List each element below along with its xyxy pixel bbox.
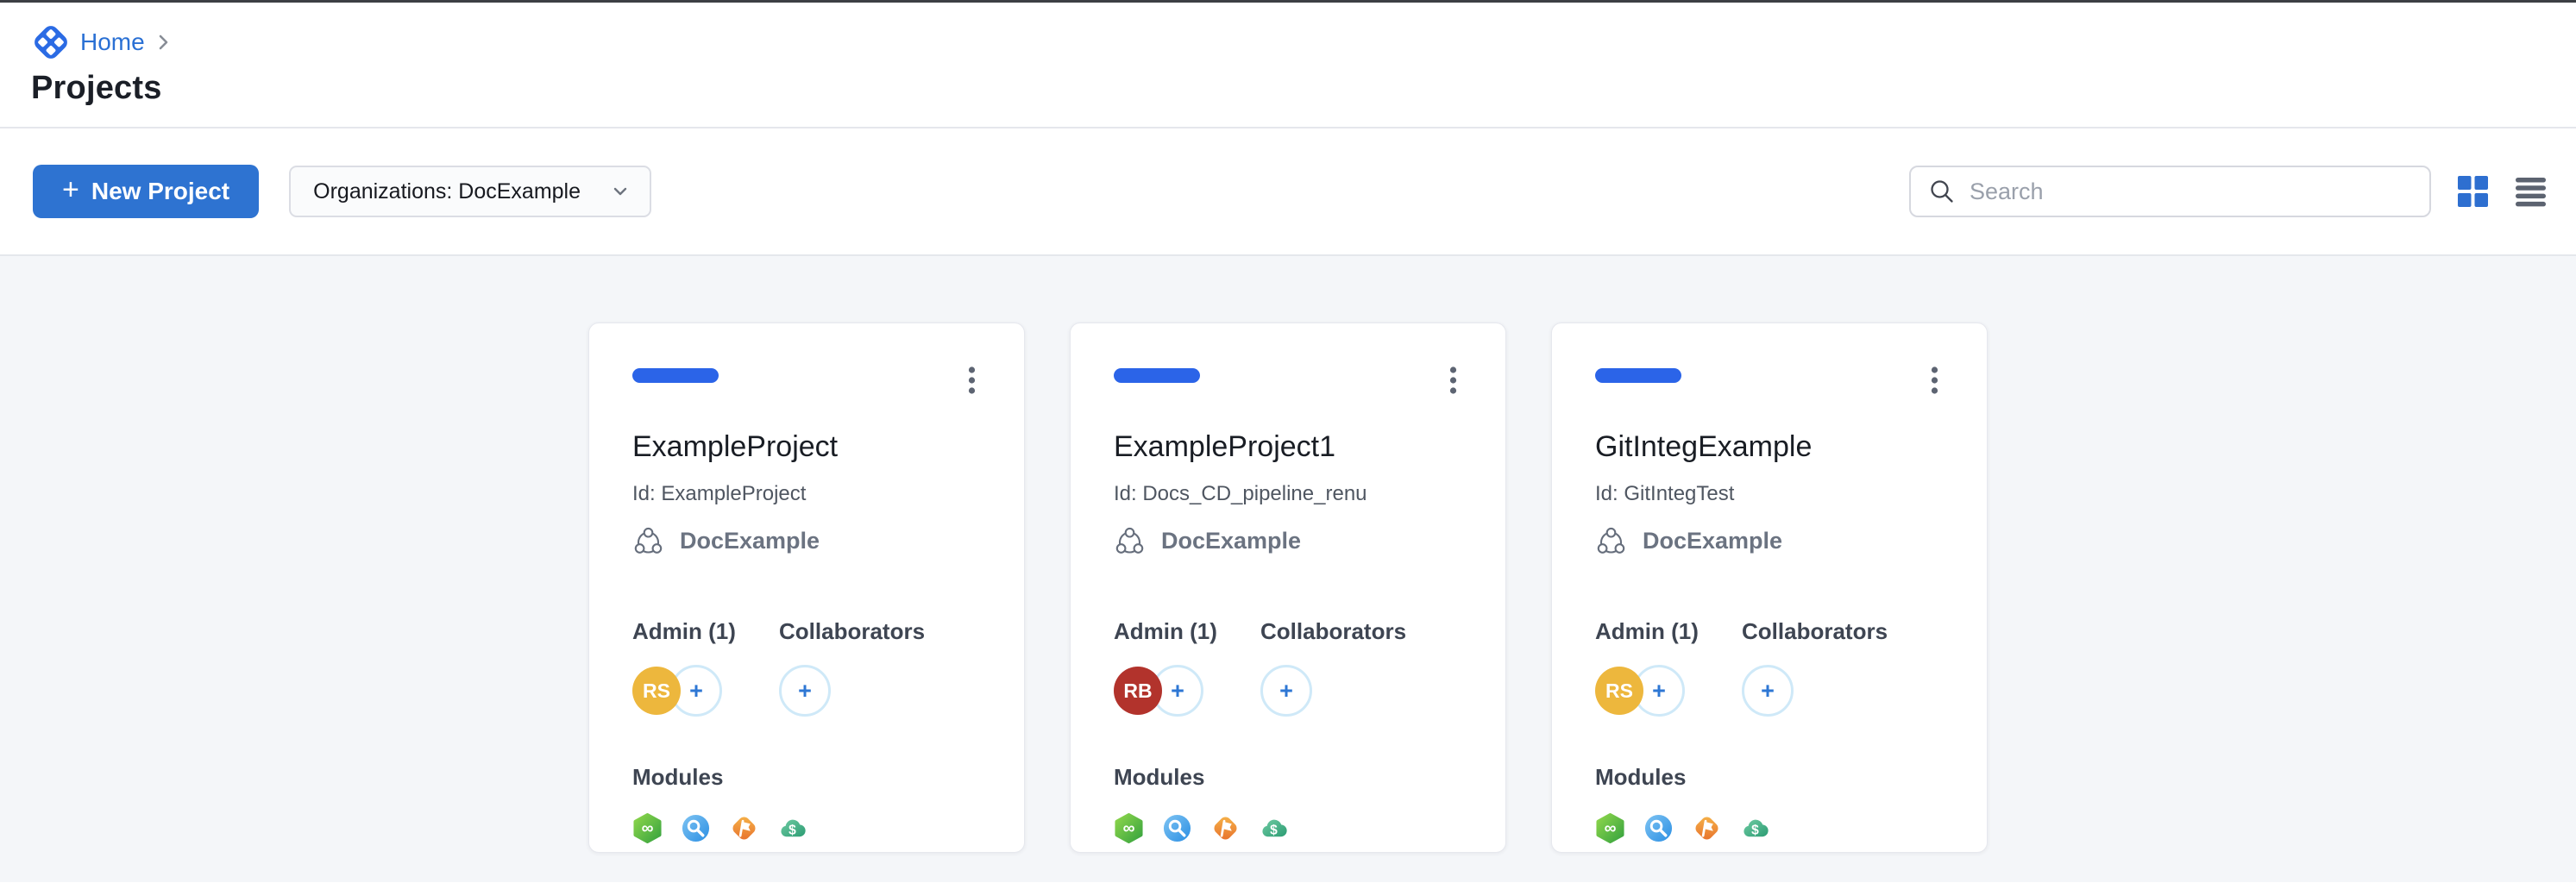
page-title: Projects — [31, 70, 162, 106]
project-color-bar — [1114, 368, 1200, 383]
project-card[interactable]: ExampleProject Id: ExampleProject DocExa… — [588, 323, 1025, 853]
add-collaborator-button[interactable]: + — [779, 665, 831, 717]
organization-row: DocExample — [632, 525, 981, 557]
search-box — [1909, 166, 2431, 217]
collaborators-label: Collaborators — [1260, 618, 1407, 644]
projects-grid: ExampleProject Id: ExampleProject DocExa… — [0, 256, 2576, 882]
list-view-icon — [2516, 178, 2546, 207]
organization-name: DocExample — [1161, 528, 1302, 554]
svg-text:$: $ — [1751, 823, 1759, 837]
service-reliability-module-icon[interactable] — [681, 813, 711, 843]
modules-label: Modules — [1114, 764, 1205, 790]
service-reliability-module-icon[interactable] — [1162, 813, 1192, 843]
admin-avatar[interactable]: RS — [632, 667, 681, 715]
svg-text:∞: ∞ — [642, 818, 654, 837]
svg-text:$: $ — [789, 823, 796, 837]
project-id: Id: ExampleProject — [632, 482, 807, 505]
organizations-filter-dropdown[interactable]: Organizations: DocExample — [289, 166, 652, 217]
organization-name: DocExample — [680, 528, 820, 554]
project-card[interactable]: ExampleProject1 Id: Docs_CD_pipeline_ren… — [1070, 323, 1506, 853]
grid-view-icon — [2458, 176, 2488, 207]
add-admin-button[interactable]: + — [670, 665, 722, 717]
continuous-delivery-module-icon[interactable]: ∞ — [1595, 813, 1625, 843]
modules-row: ∞ $ — [1595, 813, 1944, 843]
breadcrumb: Home — [31, 22, 2576, 63]
project-id: Id: GitIntegTest — [1595, 482, 1735, 505]
kebab-menu-icon[interactable] — [963, 364, 981, 401]
add-collaborator-button[interactable]: + — [1742, 665, 1794, 717]
project-color-bar — [632, 368, 719, 383]
window-top-edge — [0, 0, 2576, 3]
continuous-delivery-module-icon[interactable]: ∞ — [632, 813, 663, 843]
project-card[interactable]: GitIntegExample Id: GitIntegTest DocExam… — [1551, 323, 1988, 853]
project-title[interactable]: GitIntegExample — [1595, 430, 1813, 463]
kebab-menu-icon[interactable] — [1444, 364, 1462, 401]
svg-text:$: $ — [1270, 823, 1278, 837]
kebab-menu-icon[interactable] — [1926, 364, 1944, 401]
list-view-toggle[interactable] — [2516, 175, 2546, 208]
search-input[interactable] — [1970, 178, 2412, 205]
add-collaborator-button[interactable]: + — [1260, 665, 1312, 717]
collaborators-label: Collaborators — [1742, 618, 1888, 644]
organization-icon — [632, 525, 664, 557]
cloud-cost-module-icon[interactable]: $ — [777, 813, 807, 843]
app-logo-icon — [31, 22, 71, 62]
project-title[interactable]: ExampleProject1 — [1114, 430, 1336, 463]
modules-row: ∞ $ — [632, 813, 981, 843]
modules-label: Modules — [632, 764, 724, 790]
feature-flags-module-icon[interactable] — [1692, 813, 1722, 843]
organization-name: DocExample — [1643, 528, 1783, 554]
header-divider — [0, 127, 2576, 128]
feature-flags-module-icon[interactable] — [1210, 813, 1241, 843]
organization-icon — [1114, 525, 1146, 557]
admin-label: Admin (1) — [1114, 618, 1217, 644]
continuous-delivery-module-icon[interactable]: ∞ — [1114, 813, 1144, 843]
toolbar: + New Project Organizations: DocExample — [0, 128, 2576, 254]
service-reliability-module-icon[interactable] — [1643, 813, 1674, 843]
admin-avatar[interactable]: RB — [1114, 667, 1162, 715]
organization-row: DocExample — [1114, 525, 1462, 557]
admin-avatar[interactable]: RS — [1595, 667, 1643, 715]
modules-row: ∞ $ — [1114, 813, 1462, 843]
organization-row: DocExample — [1595, 525, 1944, 557]
cloud-cost-module-icon[interactable]: $ — [1259, 813, 1289, 843]
cloud-cost-module-icon[interactable]: $ — [1740, 813, 1770, 843]
svg-text:∞: ∞ — [1123, 818, 1135, 837]
chevron-down-icon — [610, 181, 631, 202]
project-color-bar — [1595, 368, 1681, 383]
feature-flags-module-icon[interactable] — [729, 813, 759, 843]
search-icon — [1928, 178, 1956, 205]
modules-label: Modules — [1595, 764, 1687, 790]
breadcrumb-chevron-icon — [154, 32, 173, 53]
project-id: Id: Docs_CD_pipeline_renu — [1114, 482, 1367, 505]
plus-icon: + — [62, 173, 79, 206]
collaborators-label: Collaborators — [779, 618, 926, 644]
new-project-button-label: New Project — [91, 178, 230, 204]
grid-view-toggle[interactable] — [2458, 175, 2489, 208]
toolbar-divider — [0, 254, 2576, 256]
admin-label: Admin (1) — [1595, 618, 1699, 644]
project-title[interactable]: ExampleProject — [632, 430, 839, 463]
svg-text:∞: ∞ — [1605, 818, 1617, 837]
organization-icon — [1595, 525, 1627, 557]
admin-label: Admin (1) — [632, 618, 736, 644]
organizations-filter-value: Organizations: DocExample — [313, 178, 581, 204]
breadcrumb-home-link[interactable]: Home — [80, 28, 145, 55]
page-header: Home Projects — [0, 3, 2576, 127]
new-project-button[interactable]: + New Project — [33, 165, 260, 218]
